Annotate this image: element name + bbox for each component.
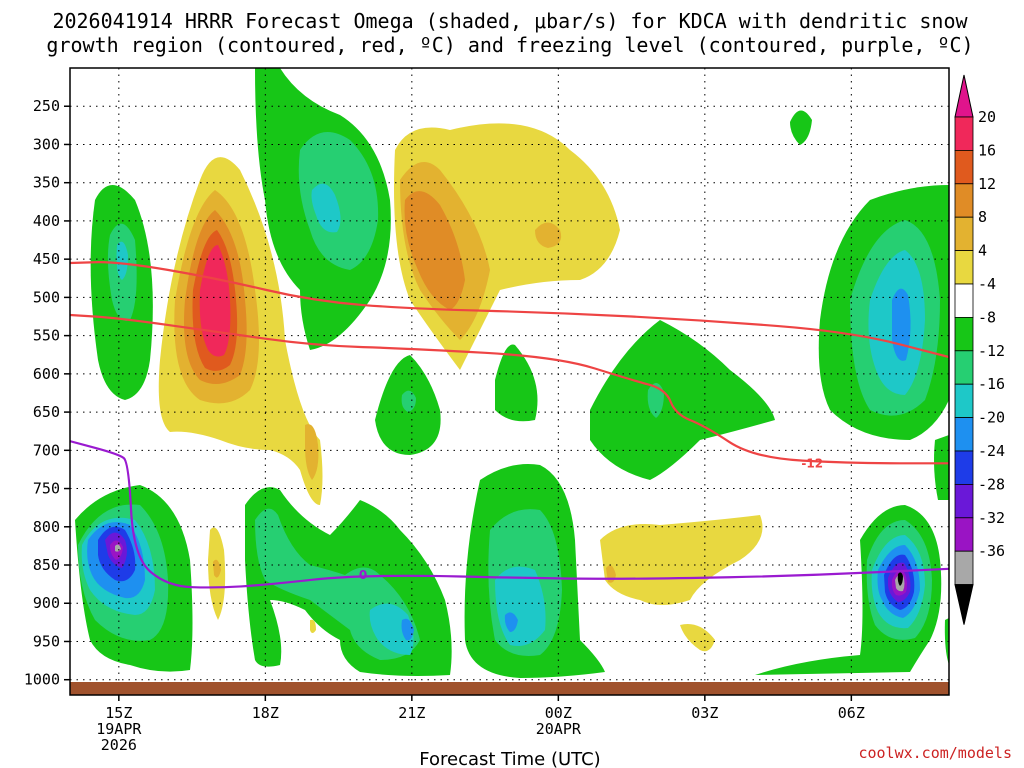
x-tick-sublabel: 2026 bbox=[101, 736, 137, 754]
x-tick-label: 18Z bbox=[252, 704, 279, 722]
colorbar-label: -28 bbox=[978, 475, 1005, 493]
omega-region bbox=[897, 572, 903, 586]
omega-region bbox=[404, 191, 465, 310]
omega-region bbox=[504, 612, 518, 632]
credit-text: coolwx.com/models bbox=[858, 744, 1012, 762]
y-tick-label: 800 bbox=[33, 518, 60, 536]
omega-region bbox=[944, 618, 949, 665]
colorbar-label: 12 bbox=[978, 175, 996, 193]
colorbar-label: 8 bbox=[978, 208, 987, 226]
omega-region bbox=[892, 288, 911, 361]
y-tick-label: 450 bbox=[33, 250, 60, 268]
y-tick-label: 500 bbox=[33, 288, 60, 306]
omega-region bbox=[495, 344, 538, 422]
omega-region bbox=[213, 559, 221, 578]
colorbar: 20 16 12 8 4 -4 -8 -12 -16 -20 -24 -28 -32 -36 bbox=[954, 74, 1005, 625]
colorbar-swatch bbox=[954, 116, 974, 151]
chart-title-line2: growth region (contoured, red, ºC) and f… bbox=[46, 33, 973, 57]
omega-shading bbox=[75, 68, 949, 678]
y-axis: 250 300 350 400 450 500 550 600 650 700 750 800 850 9… bbox=[24, 97, 70, 689]
y-tick-label: 700 bbox=[33, 441, 60, 459]
plot-frame bbox=[69, 67, 950, 696]
colorbar-label: -24 bbox=[978, 442, 1005, 460]
colorbar-label: -8 bbox=[978, 308, 996, 326]
x-tick-label: 03Z bbox=[691, 704, 718, 722]
colorbar-swatch bbox=[954, 350, 974, 385]
colorbar-label: -20 bbox=[978, 409, 1005, 427]
x-tick-label: 00Z bbox=[545, 704, 572, 722]
omega-region bbox=[401, 390, 416, 412]
omega-region bbox=[115, 544, 121, 552]
omega-region bbox=[116, 241, 128, 280]
colorbar-swatch bbox=[954, 216, 974, 251]
omega-region bbox=[600, 515, 763, 605]
y-tick-label: 300 bbox=[33, 135, 60, 153]
colorbar-swatch bbox=[954, 550, 974, 586]
colorbar-swatch bbox=[954, 483, 974, 519]
colorbar-label: 4 bbox=[978, 242, 987, 260]
omega-region bbox=[590, 320, 775, 480]
colorbar-label: -16 bbox=[978, 375, 1005, 393]
omega-region bbox=[647, 382, 664, 418]
x-tick-sublabel: 19APR bbox=[96, 720, 142, 738]
colorbar-swatch bbox=[954, 316, 974, 352]
omega-region bbox=[199, 245, 231, 357]
omega-region bbox=[790, 110, 812, 145]
omega-region bbox=[535, 222, 562, 248]
contour-label: -12 bbox=[801, 457, 823, 471]
colorbar-swatch bbox=[954, 417, 974, 452]
x-tick-label: 15Z bbox=[105, 704, 132, 722]
y-tick-label: 250 bbox=[33, 97, 60, 115]
colorbar-label: -36 bbox=[978, 542, 1005, 560]
colorbar-swatch bbox=[954, 283, 974, 318]
y-tick-label: 350 bbox=[33, 174, 60, 192]
omega-region bbox=[934, 435, 949, 500]
colorbar-label: -12 bbox=[978, 342, 1005, 360]
y-tick-label: 650 bbox=[33, 403, 60, 421]
colorbar-swatch bbox=[954, 149, 974, 185]
colorbar-swatch bbox=[954, 250, 974, 285]
colorbar-swatch bbox=[954, 517, 974, 552]
omega-region bbox=[298, 132, 379, 270]
colorbar-label: 16 bbox=[978, 141, 996, 159]
y-tick-label: 950 bbox=[33, 632, 60, 650]
contours: -12 0 bbox=[70, 261, 949, 589]
omega-region bbox=[305, 424, 319, 480]
omega-region bbox=[311, 183, 341, 233]
colorbar-label: -4 bbox=[978, 275, 996, 293]
colorbar-swatch bbox=[954, 183, 974, 218]
chart-title-line1: 2026041914 HRRR Forecast Omega (shaded, … bbox=[52, 9, 968, 33]
y-tick-label: 400 bbox=[33, 212, 60, 230]
y-tick-label: 550 bbox=[33, 327, 60, 345]
x-tick-label: 06Z bbox=[838, 704, 865, 722]
y-tick-label: 900 bbox=[33, 594, 60, 612]
contour-line bbox=[70, 313, 949, 465]
x-tick-sublabel: 20APR bbox=[536, 720, 582, 738]
y-tick-label: 1000 bbox=[24, 671, 60, 689]
contour-line bbox=[70, 440, 949, 589]
colorbar-swatch bbox=[954, 383, 974, 419]
omega-region bbox=[401, 618, 414, 641]
y-tick-label: 850 bbox=[33, 556, 60, 574]
x-tick-label: 21Z bbox=[398, 704, 425, 722]
y-tick-label: 750 bbox=[33, 480, 60, 498]
omega-region bbox=[369, 603, 414, 655]
colorbar-bottom-arrow bbox=[954, 584, 974, 625]
x-axis-label: Forecast Time (UTC) bbox=[419, 749, 600, 768]
y-tick-label: 600 bbox=[33, 365, 60, 383]
contour-line bbox=[70, 261, 949, 359]
colorbar-label: 20 bbox=[978, 108, 996, 126]
terrain-strip bbox=[70, 682, 949, 695]
omega-region bbox=[310, 619, 316, 633]
grid bbox=[70, 68, 949, 695]
omega-region bbox=[680, 624, 715, 652]
colorbar-swatch bbox=[954, 450, 974, 485]
colorbar-top-arrow bbox=[954, 74, 974, 118]
contour-label: 0 bbox=[359, 568, 367, 582]
colorbar-label: -32 bbox=[978, 509, 1005, 527]
